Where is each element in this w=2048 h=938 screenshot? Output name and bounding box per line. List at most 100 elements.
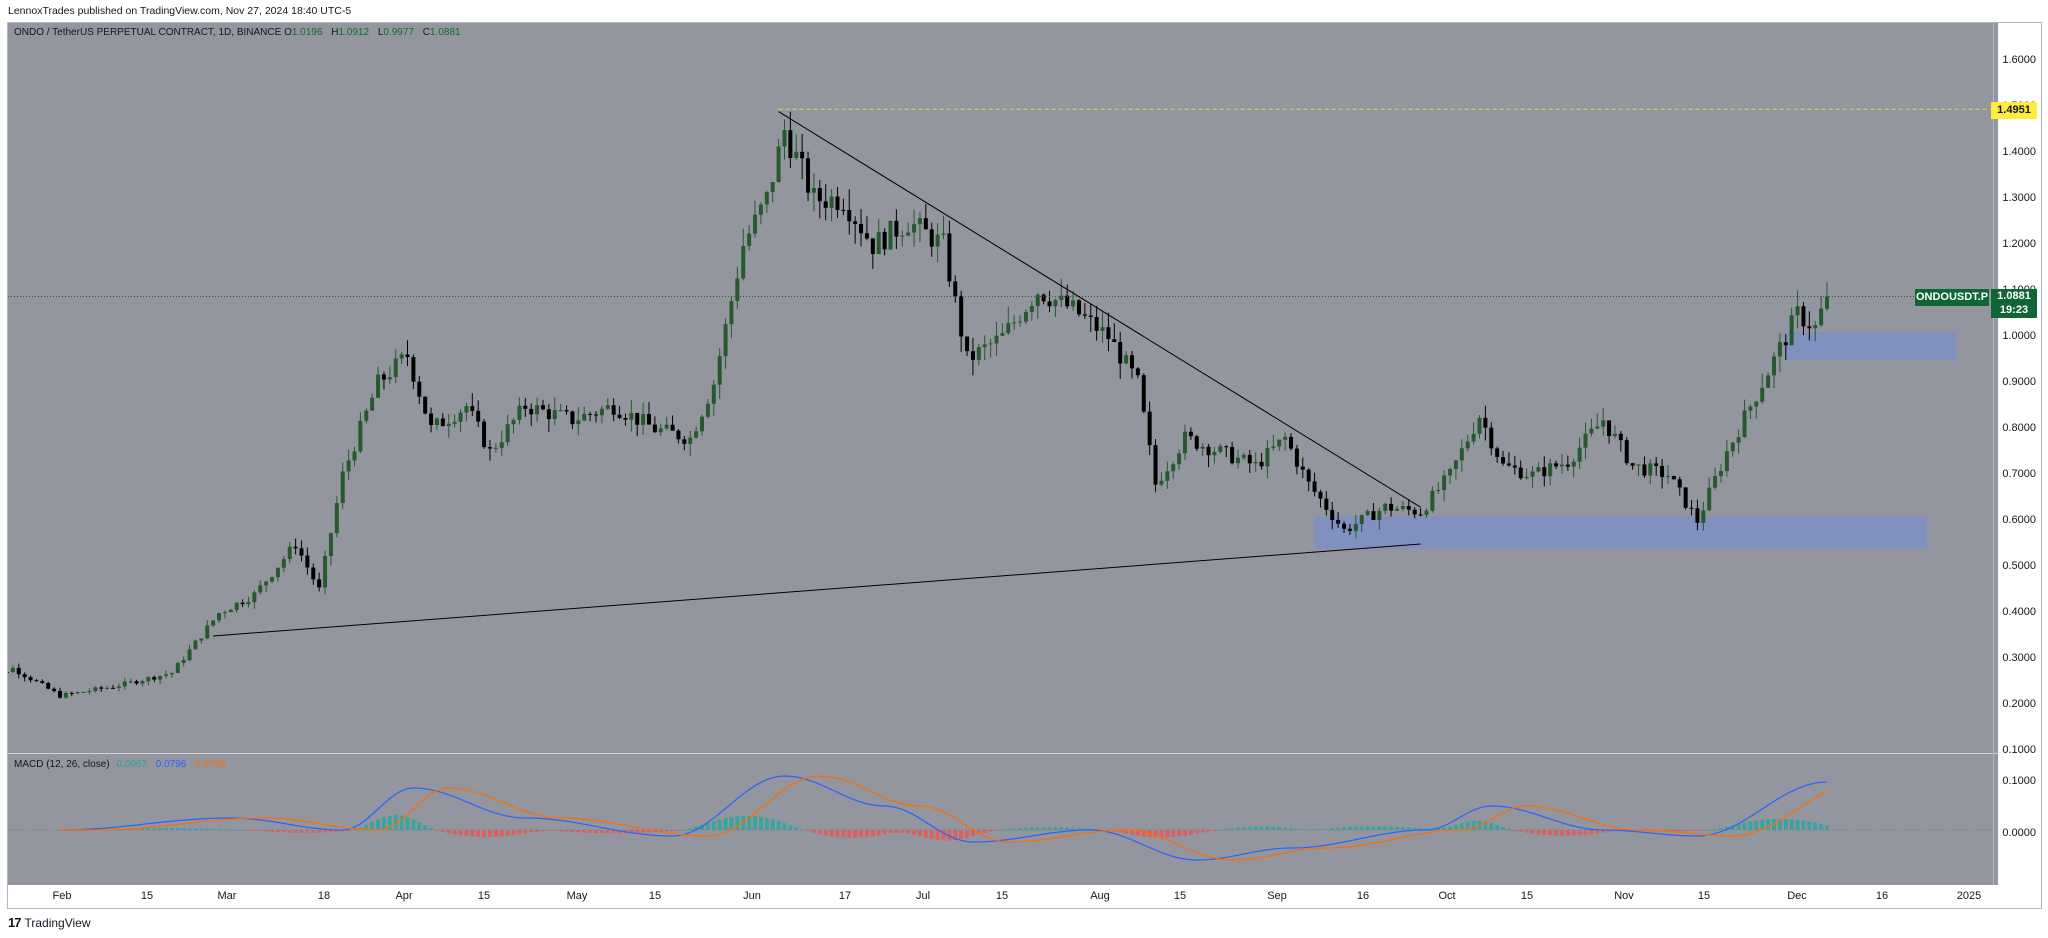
macd-histogram-bar	[605, 830, 610, 834]
macd-histogram-bar	[1506, 828, 1511, 830]
macd-histogram-bar	[535, 830, 540, 832]
candle-body	[676, 430, 681, 440]
macd-histogram-bar	[1630, 830, 1635, 831]
macd-histogram-bar	[817, 830, 822, 835]
macd-histogram-bar	[499, 830, 504, 837]
candle-body	[482, 421, 487, 448]
macd-histogram-bar	[782, 823, 787, 830]
macd-histogram-bar	[1577, 830, 1582, 836]
candle-body	[358, 420, 363, 452]
macd-histogram-bar	[1742, 822, 1747, 830]
footer[interactable]: 17 TradingView	[8, 915, 91, 930]
candle-body	[1724, 451, 1729, 472]
candle-body	[505, 424, 510, 443]
macd-histogram-bar	[482, 830, 487, 838]
price-chart[interactable]	[8, 23, 1998, 885]
macd-histogram-bar	[1683, 830, 1688, 832]
candle-body	[1795, 306, 1800, 316]
macd-histogram-bar	[864, 830, 869, 838]
macd-histogram-bar	[794, 827, 799, 830]
candle-body	[1589, 428, 1594, 434]
macd-histogram-bar	[1453, 824, 1458, 830]
candle-body	[800, 151, 805, 159]
macd-histogram-bar	[405, 817, 410, 830]
candle-body	[1583, 433, 1588, 448]
macd-histogram-bar	[676, 830, 681, 831]
macd-histogram-bar	[205, 828, 210, 830]
candle-body	[1630, 463, 1635, 466]
macd-histogram-bar	[1253, 826, 1258, 830]
candle-body	[434, 418, 439, 425]
macd-line-value: 0.0796	[155, 759, 187, 770]
macd-histogram-bar	[599, 830, 604, 834]
macd-histogram-bar	[1359, 826, 1364, 830]
macd-histogram-value: 0.0067	[116, 759, 147, 770]
candle-body	[753, 214, 758, 234]
macd-histogram-bar	[1206, 830, 1211, 832]
macd-histogram-bar	[935, 830, 940, 841]
candle-body	[564, 410, 569, 412]
candle-body	[440, 418, 445, 427]
macd-histogram-bar	[1795, 819, 1800, 830]
candle-body	[1129, 355, 1134, 369]
candle-body	[670, 424, 675, 431]
legend-low: 0.9977	[383, 27, 414, 38]
candle-body	[1801, 306, 1806, 327]
candle-body	[558, 410, 563, 412]
macd-histogram-bar	[193, 828, 198, 830]
candle-body	[758, 204, 763, 215]
time-axis-label: 16	[1356, 890, 1370, 902]
candle-body	[1530, 471, 1535, 477]
price-axis-label: 0.6000	[2002, 514, 2036, 526]
candle-body	[1318, 491, 1323, 499]
candle-body	[111, 687, 116, 689]
macd-histogram-bar	[1265, 826, 1270, 830]
candle-body	[523, 405, 528, 409]
candle-body	[1477, 417, 1482, 434]
candle-body	[1813, 325, 1818, 329]
macd-histogram-bar	[446, 830, 451, 834]
macd-histogram-bar	[635, 830, 640, 833]
candle-body	[275, 567, 280, 578]
price-axis-label: 1.4000	[2002, 146, 2036, 158]
macd-histogram-bar	[717, 819, 722, 830]
candle-body	[8, 671, 9, 673]
time-axis-label: Jul	[915, 890, 931, 902]
macd-legend: MACD (12, 26, close) 0.0067 0.0796 0.072…	[14, 759, 226, 770]
candle-body	[1324, 498, 1329, 510]
candle-body	[1365, 511, 1370, 515]
macd-histogram-bar	[1241, 827, 1246, 830]
tradingview-logo-icon: 17	[8, 915, 22, 930]
candle-body	[517, 405, 522, 420]
macd-histogram-bar	[1065, 827, 1070, 830]
macd-pane	[8, 754, 1998, 885]
time-axis-label: 15	[648, 890, 662, 902]
macd-histogram-bar	[476, 830, 481, 837]
candle-body	[1018, 321, 1023, 323]
macd-histogram-bar	[1801, 820, 1806, 830]
candle-body	[965, 336, 970, 352]
candle-body	[982, 344, 987, 348]
candle-body	[346, 460, 351, 472]
candle-body	[847, 210, 852, 222]
macd-histogram-bar	[1029, 827, 1034, 830]
time-axis-label: May	[566, 890, 588, 902]
macd-histogram-bar	[523, 830, 528, 834]
candle-body	[429, 413, 434, 425]
macd-histogram-bar	[458, 830, 463, 836]
candle-body	[599, 408, 604, 416]
macd-histogram-bar	[1230, 828, 1235, 830]
candle-body	[1471, 433, 1476, 442]
candle-body	[1718, 471, 1723, 477]
candle-body	[1171, 464, 1176, 472]
candle-body	[1612, 433, 1617, 437]
macd-histogram-bar	[576, 830, 581, 833]
macd-histogram-bar	[1247, 826, 1252, 830]
macd-histogram-bar	[1153, 830, 1158, 838]
time-axis-label: 16	[1875, 890, 1889, 902]
candle-body	[381, 374, 386, 380]
candle-body	[1730, 442, 1735, 452]
macd-histogram-bar	[1530, 830, 1535, 834]
candle-body	[1489, 427, 1494, 449]
candle-body	[75, 692, 80, 694]
